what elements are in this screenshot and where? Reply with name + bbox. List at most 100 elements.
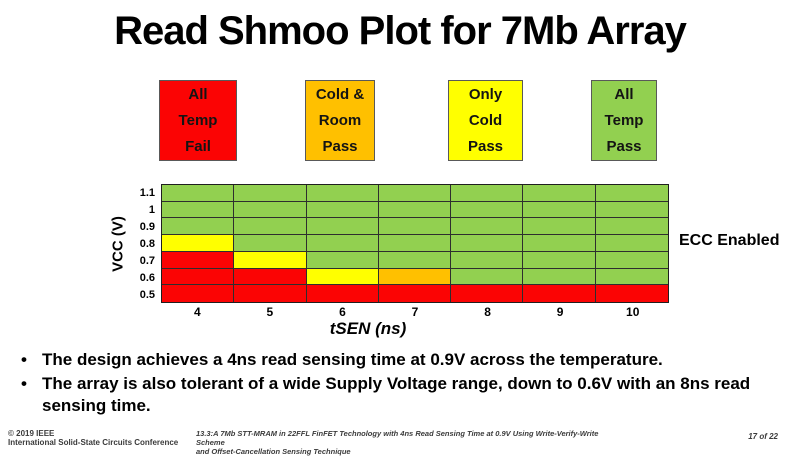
- shmoo-cell: [306, 285, 379, 302]
- shmoo-cell: [234, 218, 307, 236]
- y-tick-label: 0.7: [139, 254, 155, 267]
- shmoo-cell: [595, 268, 668, 286]
- shmoo-cell: [162, 218, 235, 236]
- shmoo-cell: [306, 201, 379, 219]
- shmoo-cell: [523, 285, 596, 302]
- x-axis-tick-labels: 4 5 6 7 8 9 10: [161, 305, 669, 320]
- shmoo-cell: [595, 201, 668, 219]
- bullet-marker: •: [21, 373, 27, 393]
- shmoo-cell: [234, 185, 307, 202]
- legend-box: All Temp Pass: [591, 80, 657, 161]
- shmoo-cell: [306, 251, 379, 269]
- y-tick-label: 1: [148, 203, 155, 216]
- legend-label-line: Pass: [467, 137, 504, 155]
- shmoo-cell: [378, 185, 452, 202]
- bullet-marker: •: [21, 350, 27, 369]
- y-tick-label: 1.1: [139, 186, 155, 199]
- shmoo-cell: [523, 185, 596, 202]
- legend-label-line: Fail: [185, 137, 211, 155]
- shmoo-cell: [162, 251, 235, 269]
- shmoo-cell: [451, 235, 524, 252]
- y-tick-label: 0.8: [139, 237, 155, 250]
- shmoo-cell: [378, 235, 452, 252]
- y-axis-tick-labels: 1.1 1 0.9 0.8 0.7 0.6 0.5: [114, 184, 158, 303]
- legend-label-line: Cold &: [315, 85, 365, 103]
- shmoo-cell: [234, 285, 307, 302]
- shmoo-cell: [162, 268, 235, 286]
- shmoo-cell: [523, 268, 596, 286]
- footer-page-number: 17 of 22: [748, 432, 778, 441]
- shmoo-cell: [523, 235, 596, 252]
- legend-box: All Temp Fail: [159, 80, 237, 161]
- shmoo-cell: [378, 251, 452, 269]
- bullet-item: • The array is also tolerant of a wide S…: [16, 373, 788, 418]
- legend-label-line: Only: [468, 85, 503, 103]
- bullet-text: The array is also tolerant of a wide Sup…: [42, 373, 751, 416]
- shmoo-cell: [523, 251, 596, 269]
- x-tick-label: 9: [556, 305, 564, 319]
- y-tick-label: 0.5: [139, 288, 155, 301]
- y-axis-title: VCC (V): [109, 216, 127, 272]
- shmoo-cell: [451, 185, 524, 202]
- legend-label-line: Pass: [322, 137, 358, 155]
- x-tick-label: 5: [266, 305, 274, 319]
- shmoo-cell: [523, 218, 596, 236]
- bullet-text: The design achieves a 4ns read sensing t…: [42, 350, 663, 369]
- legend-label-line: Pass: [606, 137, 642, 155]
- ecc-enabled-annotation: ECC Enabled: [679, 232, 780, 249]
- slide-title: Read Shmoo Plot for 7Mb Array: [114, 9, 687, 53]
- shmoo-cell: [234, 268, 307, 286]
- y-tick-label: 0.6: [139, 271, 155, 284]
- shmoo-cell: [306, 185, 379, 202]
- footer-paper-title: 13.3:A 7Mb STT-MRAM in 22FFL FinFET Tech…: [196, 429, 606, 456]
- shmoo-cell: [234, 251, 307, 269]
- shmoo-cell: [378, 268, 452, 286]
- legend-box: Cold & Room Pass: [305, 80, 375, 161]
- shmoo-cell: [306, 235, 379, 252]
- bullet-item: • The design achieves a 4ns read sensing…: [16, 349, 788, 372]
- x-axis-title: tSEN (ns): [329, 319, 407, 338]
- shmoo-cell: [451, 201, 524, 219]
- x-tick-label: 10: [626, 305, 640, 319]
- shmoo-cell: [162, 185, 235, 202]
- shmoo-cell: [378, 201, 452, 219]
- shmoo-cell: [451, 218, 524, 236]
- shmoo-plot-grid: [161, 184, 669, 303]
- x-tick-label: 8: [484, 305, 491, 319]
- footer-copyright-line: © 2019 IEEE: [8, 429, 55, 438]
- legend-label-line: Cold: [468, 111, 503, 129]
- shmoo-cell: [378, 218, 452, 236]
- shmoo-cell: [306, 218, 379, 236]
- shmoo-cell: [162, 235, 235, 252]
- shmoo-cell: [595, 285, 668, 302]
- shmoo-cell: [234, 235, 307, 252]
- legend-box: Only Cold Pass: [448, 80, 523, 161]
- x-tick-label: 4: [193, 305, 201, 319]
- y-tick-label: 0.9: [139, 220, 155, 233]
- legend-label-line: All: [188, 85, 208, 103]
- shmoo-cell: [234, 201, 307, 219]
- footer-paper-title-line: and Offset-Cancellation Sensing Techniqu…: [196, 447, 351, 456]
- legend-label-line: Temp: [178, 111, 218, 129]
- shmoo-cell: [595, 185, 668, 202]
- footer-copyright: © 2019 IEEE International Solid-State Ci…: [8, 429, 178, 447]
- shmoo-cell: [451, 285, 524, 302]
- shmoo-cell: [595, 251, 668, 269]
- footer-paper-title-line: 13.3:A 7Mb STT-MRAM in 22FFL FinFET Tech…: [196, 429, 599, 447]
- shmoo-cell: [451, 268, 524, 286]
- shmoo-cell: [595, 218, 668, 236]
- x-tick-label: 6: [339, 305, 346, 319]
- x-tick-label: 7: [411, 305, 419, 319]
- shmoo-cell: [306, 268, 379, 286]
- shmoo-cell: [162, 201, 235, 219]
- shmoo-cell: [162, 285, 235, 302]
- shmoo-cell: [595, 235, 668, 252]
- legend-label-line: All: [614, 85, 634, 103]
- shmoo-cell: [378, 285, 452, 302]
- shmoo-cell: [523, 201, 596, 219]
- legend-label-line: Temp: [604, 111, 644, 129]
- shmoo-cell: [451, 251, 524, 269]
- legend-label-line: Room: [318, 111, 362, 129]
- bullet-list: • The design achieves a 4ns read sensing…: [16, 349, 788, 419]
- footer-conference-line: International Solid-State Circuits Confe…: [8, 438, 179, 447]
